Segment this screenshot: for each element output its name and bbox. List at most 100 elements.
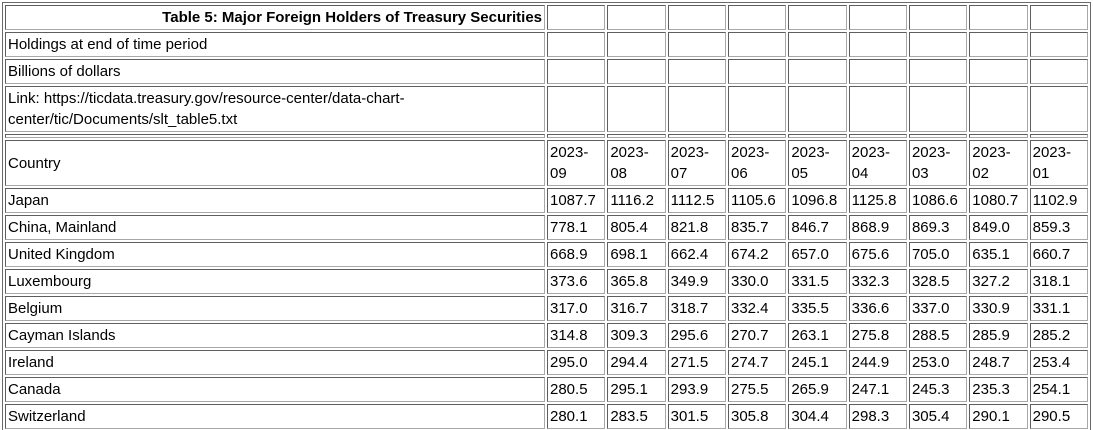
- value-cell: 309.3: [607, 323, 666, 348]
- value-cell: 274.7: [727, 350, 787, 375]
- table-row: Luxembourg 373.6 365.8 349.9 330.0 331.5…: [5, 269, 1088, 294]
- value-cell: 275.8: [848, 323, 907, 348]
- empty-cell: [788, 5, 847, 30]
- value-cell: 304.4: [788, 404, 847, 429]
- table-title: Table 5: Major Foreign Holders of Treasu…: [5, 5, 545, 30]
- value-cell: 778.1: [547, 215, 606, 240]
- value-cell: 332.4: [727, 296, 787, 321]
- subtitle-holdings: Holdings at end of time period: [5, 32, 545, 57]
- value-cell: 1096.8: [788, 188, 847, 213]
- empty-cell: [848, 59, 907, 84]
- value-cell: 318.1: [1029, 269, 1088, 294]
- empty-cell: [908, 32, 968, 57]
- value-cell: 674.2: [727, 242, 787, 267]
- value-cell: 293.9: [667, 377, 726, 402]
- empty-cell: [969, 86, 1028, 132]
- value-cell: 336.6: [848, 296, 907, 321]
- value-cell: 835.7: [727, 215, 787, 240]
- subtitle-units: Billions of dollars: [5, 59, 545, 84]
- empty-cell: [848, 134, 907, 138]
- empty-cell: [969, 134, 1028, 138]
- empty-cell: [547, 5, 606, 30]
- empty-cell: [607, 32, 666, 57]
- value-cell: 235.3: [969, 377, 1028, 402]
- value-cell: 294.4: [607, 350, 666, 375]
- value-cell: 295.6: [667, 323, 726, 348]
- value-cell: 263.1: [788, 323, 847, 348]
- value-cell: 805.4: [607, 215, 666, 240]
- country-cell: Canada: [5, 377, 545, 402]
- column-header-country: Country: [5, 140, 545, 186]
- value-cell: 373.6: [547, 269, 606, 294]
- value-cell: 675.6: [848, 242, 907, 267]
- column-header-period: 2023-09: [547, 140, 606, 186]
- value-cell: 248.7: [969, 350, 1028, 375]
- value-cell: 280.1: [547, 404, 606, 429]
- value-cell: 698.1: [607, 242, 666, 267]
- empty-cell: [908, 5, 968, 30]
- value-cell: 318.7: [667, 296, 726, 321]
- value-cell: 316.7: [607, 296, 666, 321]
- value-cell: 270.7: [727, 323, 787, 348]
- source-link-text: Link: https://ticdata.treasury.gov/resou…: [5, 86, 545, 132]
- empty-cell: [547, 86, 606, 132]
- table-row: Ireland 295.0 294.4 271.5 274.7 245.1 24…: [5, 350, 1088, 375]
- empty-cell: [788, 86, 847, 132]
- table-row: Belgium 317.0 316.7 318.7 332.4 335.5 33…: [5, 296, 1088, 321]
- column-header-row: Country 2023-09 2023-08 2023-07 2023-06 …: [5, 140, 1088, 186]
- empty-cell: [667, 5, 726, 30]
- table-row: Switzerland 280.1 283.5 301.5 305.8 304.…: [5, 404, 1088, 429]
- column-header-period: 2023-08: [607, 140, 666, 186]
- value-cell: 1086.6: [908, 188, 968, 213]
- value-cell: 275.5: [727, 377, 787, 402]
- column-header-period: 2023-01: [1029, 140, 1088, 186]
- value-cell: 247.1: [848, 377, 907, 402]
- title-row: Table 5: Major Foreign Holders of Treasu…: [5, 5, 1088, 30]
- value-cell: 1087.7: [547, 188, 606, 213]
- empty-cell: [727, 59, 787, 84]
- value-cell: 253.4: [1029, 350, 1088, 375]
- empty-cell: [5, 134, 545, 138]
- value-cell: 271.5: [667, 350, 726, 375]
- empty-cell: [727, 5, 787, 30]
- empty-cell: [727, 86, 787, 132]
- empty-cell: [969, 32, 1028, 57]
- country-cell: United Kingdom: [5, 242, 545, 267]
- value-cell: 305.8: [727, 404, 787, 429]
- value-cell: 1102.9: [1029, 188, 1088, 213]
- value-cell: 668.9: [547, 242, 606, 267]
- table-row: United Kingdom 668.9 698.1 662.4 674.2 6…: [5, 242, 1088, 267]
- empty-cell: [908, 134, 968, 138]
- spacer-row: [5, 134, 1088, 138]
- value-cell: 869.3: [908, 215, 968, 240]
- value-cell: 253.0: [908, 350, 968, 375]
- country-cell: Japan: [5, 188, 545, 213]
- value-cell: 660.7: [1029, 242, 1088, 267]
- country-cell: Luxembourg: [5, 269, 545, 294]
- value-cell: 327.2: [969, 269, 1028, 294]
- value-cell: 280.5: [547, 377, 606, 402]
- value-cell: 244.9: [848, 350, 907, 375]
- value-cell: 337.0: [908, 296, 968, 321]
- value-cell: 288.5: [908, 323, 968, 348]
- value-cell: 1116.2: [607, 188, 666, 213]
- link-row: Link: https://ticdata.treasury.gov/resou…: [5, 86, 1088, 132]
- empty-cell: [969, 59, 1028, 84]
- empty-cell: [547, 32, 606, 57]
- column-header-period: 2023-02: [969, 140, 1028, 186]
- value-cell: 331.5: [788, 269, 847, 294]
- empty-cell: [547, 59, 606, 84]
- empty-cell: [727, 134, 787, 138]
- empty-cell: [607, 59, 666, 84]
- empty-cell: [1029, 59, 1088, 84]
- subtitle-row-units: Billions of dollars: [5, 59, 1088, 84]
- value-cell: 1112.5: [667, 188, 726, 213]
- empty-cell: [788, 32, 847, 57]
- empty-cell: [788, 59, 847, 84]
- column-header-period: 2023-07: [667, 140, 726, 186]
- value-cell: 245.3: [908, 377, 968, 402]
- value-cell: 821.8: [667, 215, 726, 240]
- empty-cell: [788, 134, 847, 138]
- value-cell: 314.8: [547, 323, 606, 348]
- empty-cell: [667, 59, 726, 84]
